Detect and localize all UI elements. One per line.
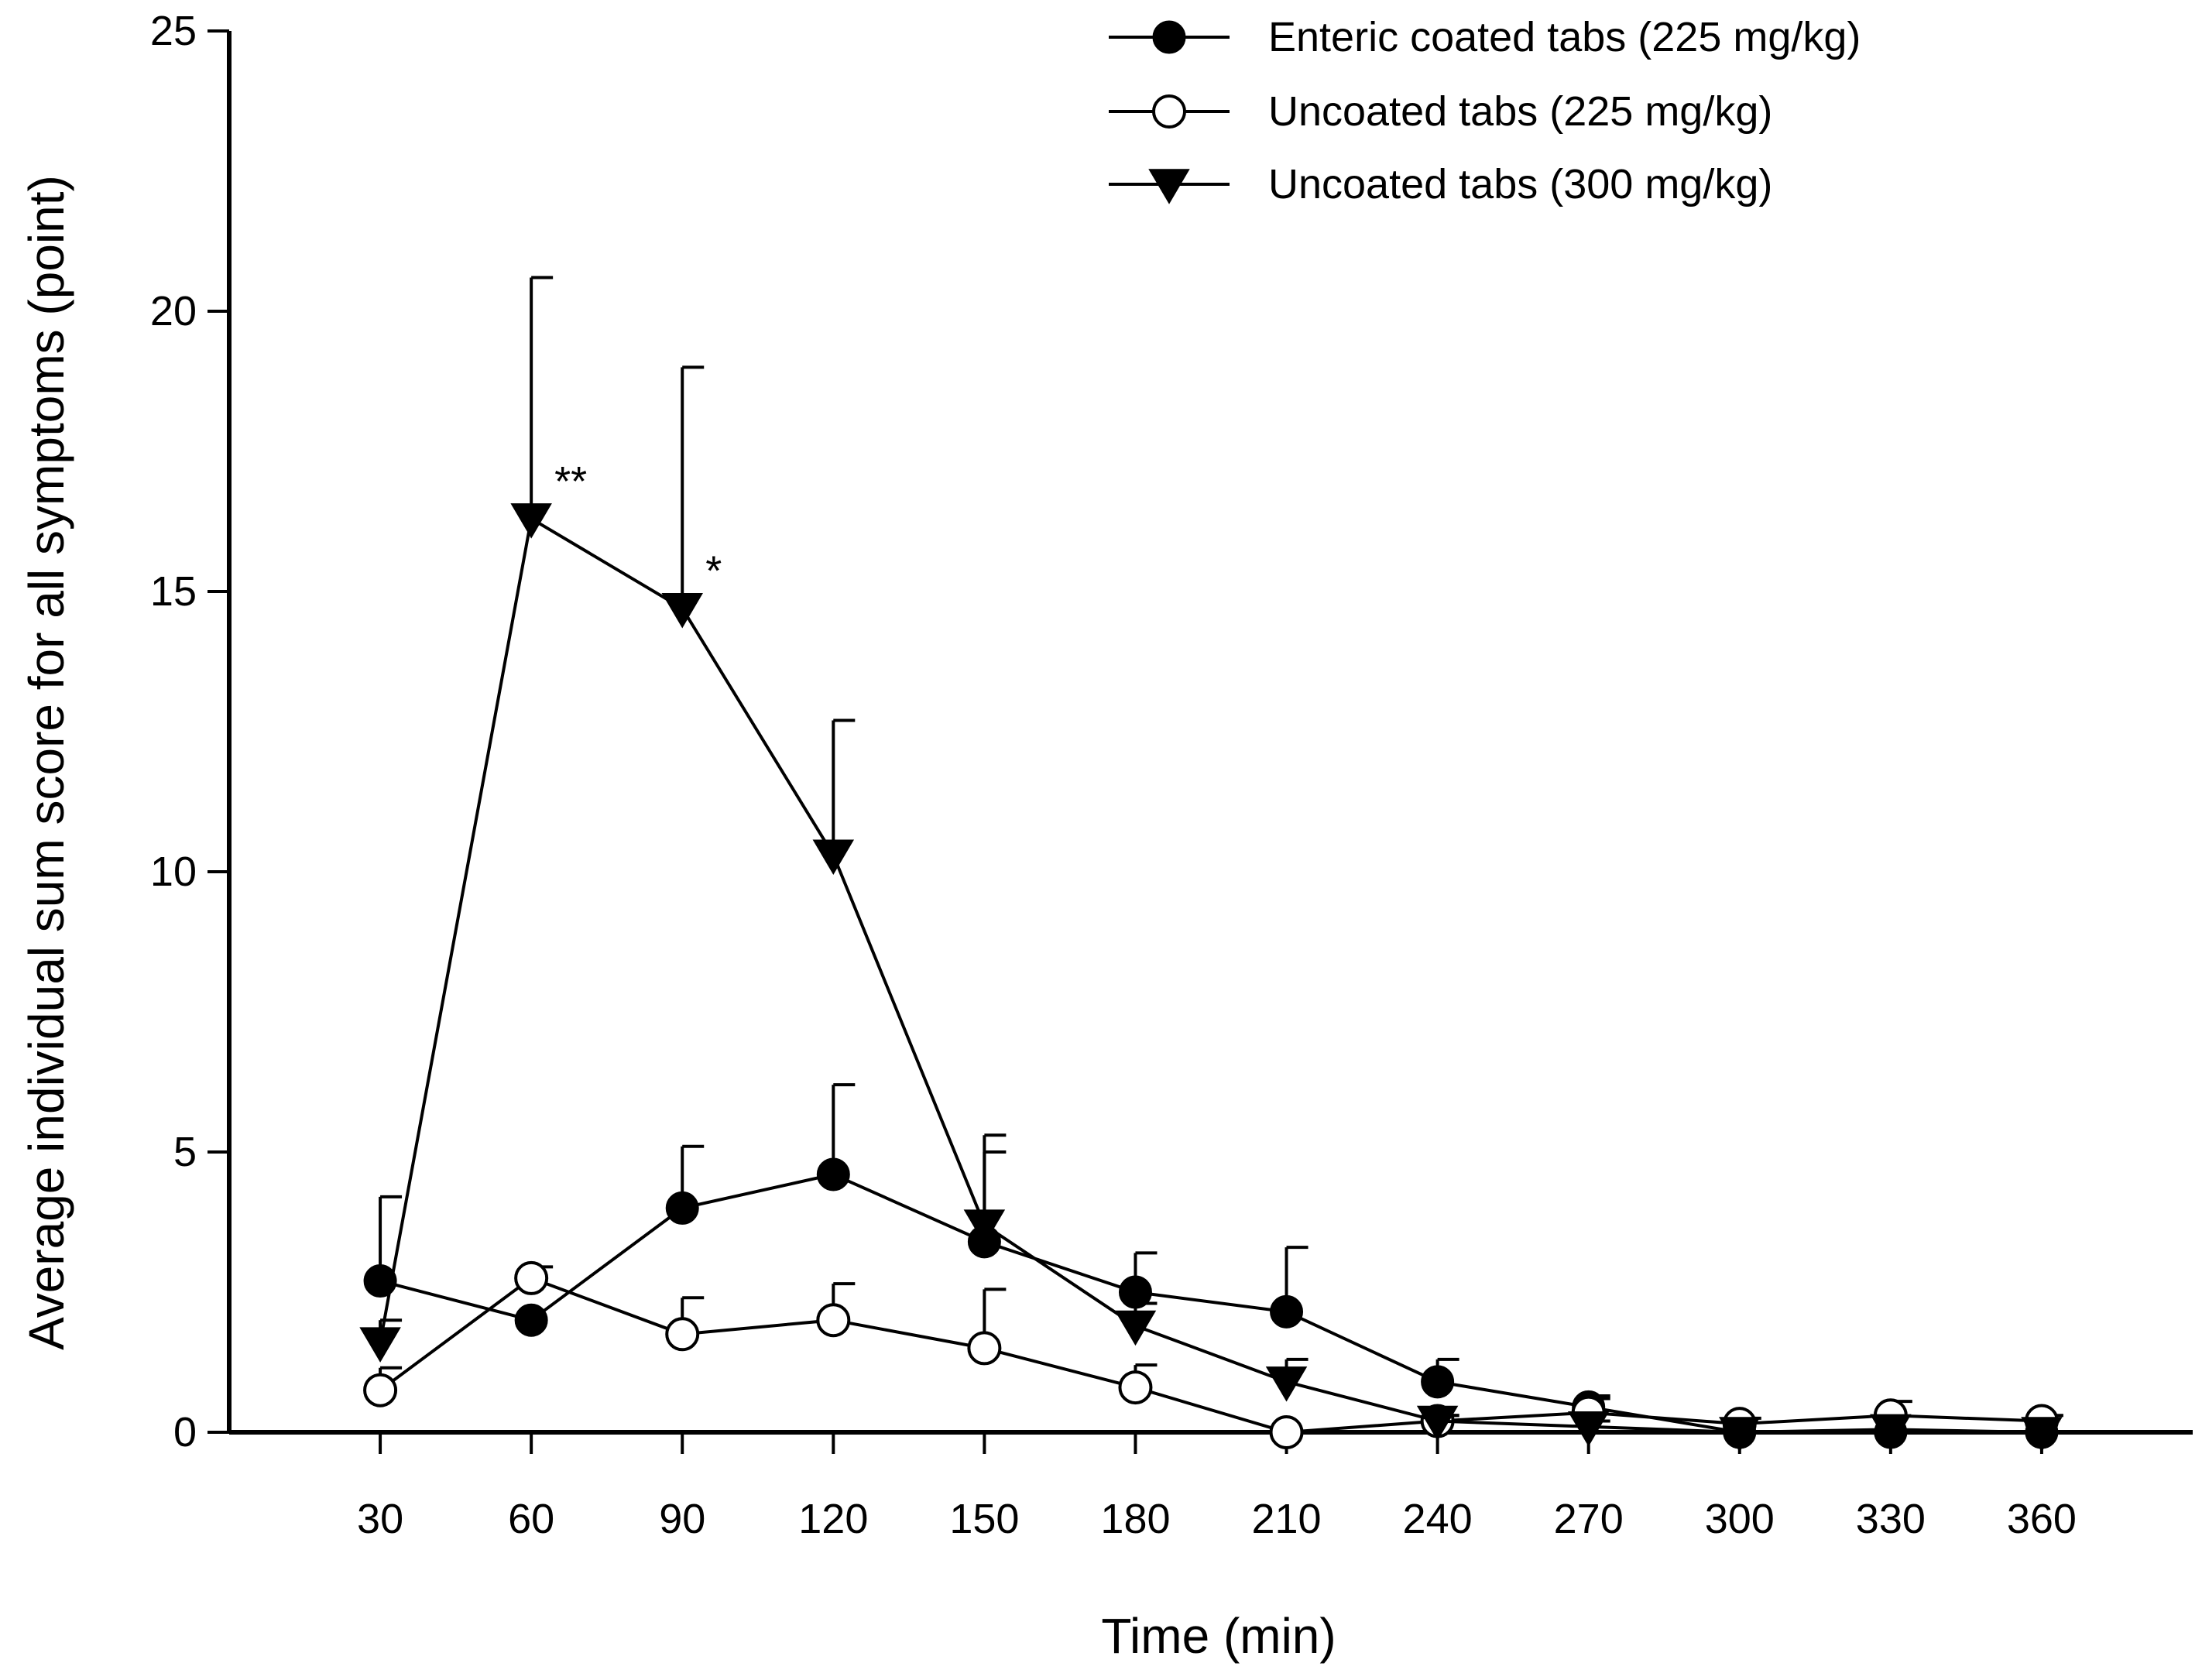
legend-item: Uncoated tabs (225 mg/kg) <box>1109 88 1772 135</box>
series-2-point <box>967 1331 1002 1366</box>
legend-label: Uncoated tabs (300 mg/kg) <box>1268 161 1772 207</box>
series-1-point <box>363 1264 397 1298</box>
y-tick-label: 5 <box>173 1129 197 1175</box>
legend-marker <box>1152 94 1186 129</box>
series-2-line <box>379 1276 2042 1435</box>
series-3-point <box>1870 1414 1912 1450</box>
x-tick-label: 330 <box>1856 1496 1926 1542</box>
series-1-point <box>665 1191 699 1225</box>
series-1-line <box>379 1172 2042 1434</box>
annotations: *** <box>554 458 722 595</box>
x-tick-label: 120 <box>798 1496 868 1542</box>
series-2-point <box>363 1373 398 1407</box>
legend: Enteric coated tabs (225 mg/kg) Uncoated … <box>1109 14 1861 207</box>
series-layer <box>359 276 2063 1452</box>
y-axis-ticks: 0 5 10 15 20 25 <box>150 8 229 1455</box>
series-2-point <box>514 1260 549 1295</box>
legend-label: Uncoated tabs (225 mg/kg) <box>1268 88 1772 135</box>
series-1-point <box>1270 1294 1304 1329</box>
x-axis-ticks: 30 60 90 120 150 180 210 240 270 300 330 360 <box>357 1432 2077 1542</box>
series-3-point <box>812 839 855 876</box>
x-tick-label: 150 <box>949 1496 1019 1542</box>
legend-item: Enteric coated tabs (225 mg/kg) <box>1109 14 1861 60</box>
series-1-point <box>514 1303 548 1337</box>
x-tick-label: 300 <box>1705 1496 1775 1542</box>
series-2-point <box>1269 1415 1304 1449</box>
series-3-point <box>2021 1417 2063 1452</box>
significance-annotation: ** <box>554 458 587 505</box>
y-tick-label: 15 <box>150 568 197 615</box>
series-3-point <box>963 1209 1006 1245</box>
series-3-point <box>1265 1366 1308 1402</box>
legend-label: Enteric coated tabs (225 mg/kg) <box>1268 14 1861 60</box>
x-tick-label: 210 <box>1251 1496 1321 1542</box>
series-2-point <box>665 1317 700 1352</box>
series-1-point <box>1421 1365 1455 1399</box>
series-2-point <box>1118 1370 1153 1405</box>
series-1-point <box>816 1157 850 1191</box>
y-tick-label: 0 <box>173 1409 197 1455</box>
y-tick-label: 25 <box>150 8 197 54</box>
y-tick-label: 10 <box>150 849 197 895</box>
x-tick-label: 30 <box>357 1496 403 1542</box>
series-3-point <box>359 1327 401 1363</box>
series-3-point <box>661 592 703 629</box>
series-3-point <box>510 503 552 539</box>
series-3 <box>359 276 2063 1452</box>
x-tick-label: 60 <box>508 1496 554 1542</box>
legend-marker <box>1148 169 1190 204</box>
x-tick-label: 360 <box>2007 1496 2077 1542</box>
y-axis-title: Average individual sum score for all sym… <box>19 175 74 1350</box>
series-2-point <box>816 1303 851 1338</box>
axes <box>227 31 2193 1435</box>
series-3-line <box>379 516 2042 1435</box>
x-tick-label: 90 <box>659 1496 705 1542</box>
x-tick-label: 240 <box>1403 1496 1473 1542</box>
x-axis-title: Time (min) <box>1101 1608 1336 1664</box>
series-3-point <box>1416 1405 1459 1442</box>
legend-marker <box>1152 20 1186 54</box>
x-tick-label: 180 <box>1100 1496 1170 1542</box>
series-1 <box>363 1083 2059 1449</box>
x-tick-label: 270 <box>1554 1496 1624 1542</box>
significance-annotation: * <box>705 548 722 595</box>
series-3-point <box>1719 1417 1761 1452</box>
y-tick-label: 20 <box>150 288 197 334</box>
series-3-point <box>1567 1411 1610 1447</box>
series-3-point <box>1114 1310 1157 1346</box>
legend-item: Uncoated tabs (300 mg/kg) <box>1109 161 1772 207</box>
